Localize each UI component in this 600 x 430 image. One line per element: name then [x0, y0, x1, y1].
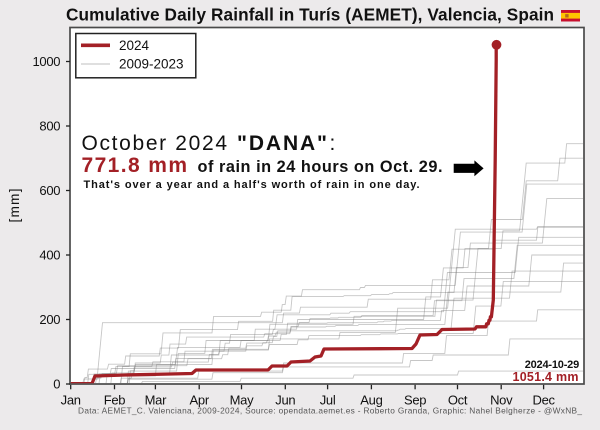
svg-text:[mm]: [mm] — [7, 189, 22, 223]
svg-text:That's over a year and a half': That's over a year and a half's worth of… — [84, 179, 420, 191]
svg-text:771.8 mm: 771.8 mm — [82, 154, 188, 177]
svg-text:Jun: Jun — [275, 393, 295, 408]
svg-text:2009-2023: 2009-2023 — [119, 57, 184, 72]
svg-text::: : — [330, 132, 336, 155]
svg-text:Jul: Jul — [320, 393, 336, 408]
svg-text:Jan: Jan — [61, 393, 81, 408]
svg-text:Data: AEMET_C. Valenciana, 200: Data: AEMET_C. Valenciana, 2009-2024, So… — [78, 406, 582, 416]
svg-text:200: 200 — [39, 312, 60, 327]
svg-text:Dec: Dec — [532, 393, 555, 408]
svg-text:2024-10-29: 2024-10-29 — [525, 359, 580, 371]
svg-text:Mar: Mar — [145, 393, 167, 408]
svg-text:1051.4 mm: 1051.4 mm — [513, 370, 579, 384]
svg-text:"DANA": "DANA" — [237, 132, 327, 155]
svg-text:Oct: Oct — [448, 393, 468, 408]
svg-text:of rain in 24 hours on Oct. 29: of rain in 24 hours on Oct. 29. — [198, 158, 443, 176]
svg-text:Sep: Sep — [404, 393, 426, 408]
svg-text:800: 800 — [39, 119, 60, 134]
svg-text:600: 600 — [39, 183, 60, 198]
svg-text:2024: 2024 — [119, 38, 150, 53]
svg-text:Aug: Aug — [360, 393, 382, 408]
svg-text:1000: 1000 — [32, 54, 60, 69]
svg-text:Cumulative Daily Rainfall in T: Cumulative Daily Rainfall in Turís (AEME… — [66, 5, 554, 25]
svg-text:Apr: Apr — [190, 393, 210, 408]
svg-text:400: 400 — [39, 248, 60, 263]
svg-text:0: 0 — [53, 377, 60, 392]
svg-text:Nov: Nov — [490, 393, 513, 408]
svg-text:May: May — [230, 393, 254, 408]
svg-text:Feb: Feb — [104, 393, 126, 408]
svg-text:October 2024: October 2024 — [82, 132, 228, 155]
